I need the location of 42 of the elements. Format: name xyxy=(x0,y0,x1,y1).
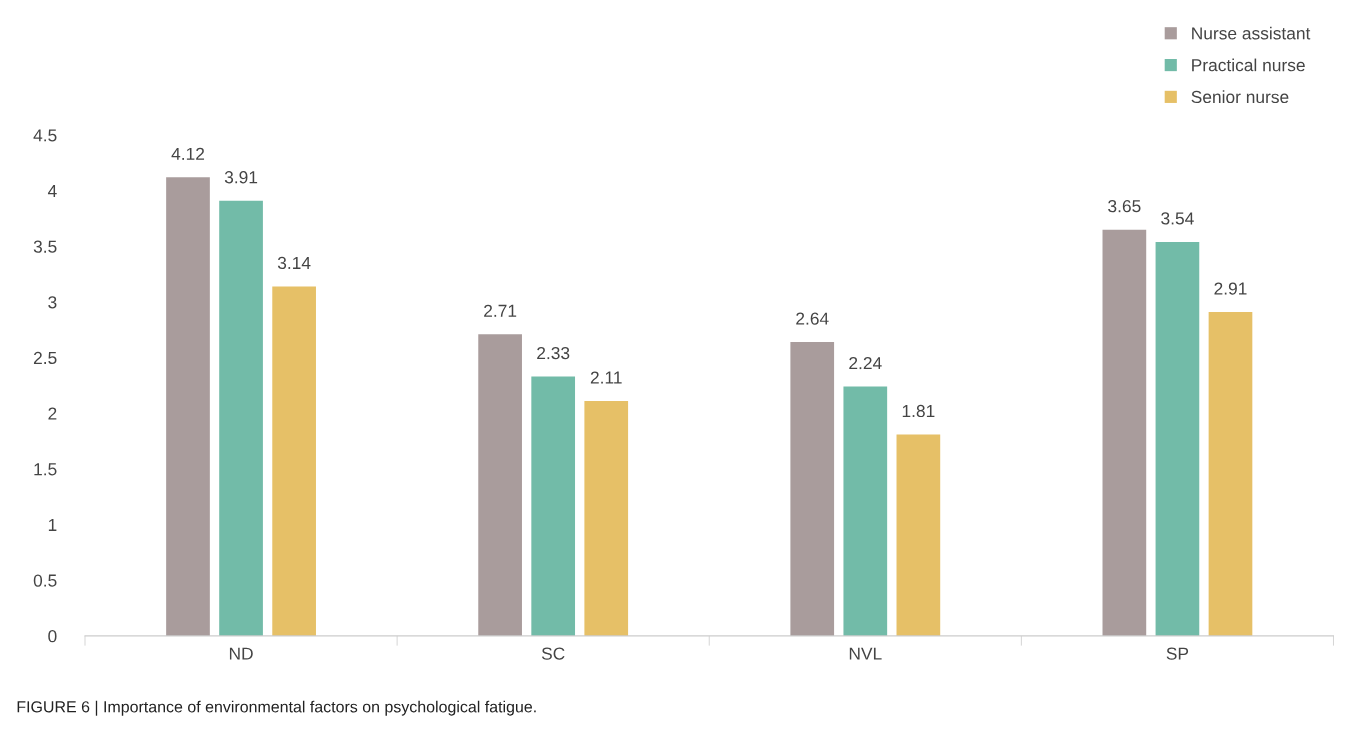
x-tick-label: SP xyxy=(1166,647,1189,660)
data-label: 2.24 xyxy=(849,356,882,370)
x-tick-label: ND xyxy=(229,647,253,660)
data-label: 2.91 xyxy=(1214,282,1247,295)
bar xyxy=(219,200,263,636)
bar xyxy=(584,401,629,636)
legend-label: Nurse assistant xyxy=(1192,26,1311,40)
bar xyxy=(478,334,522,636)
y-tick-label: 1.5 xyxy=(34,463,57,476)
y-tick-label: 2 xyxy=(48,407,57,420)
y-tick-label: 4 xyxy=(47,185,57,197)
bar xyxy=(531,376,576,636)
data-label: 4.12 xyxy=(171,147,205,160)
bar xyxy=(790,342,835,636)
data-label: 2.33 xyxy=(537,346,570,360)
data-label: 2.11 xyxy=(590,371,622,384)
legend-label: Practical nurse xyxy=(1192,58,1305,72)
bar xyxy=(166,177,210,636)
bar xyxy=(1155,241,1200,636)
bar xyxy=(1102,229,1147,636)
y-tick-label: 0.5 xyxy=(33,574,57,587)
y-tick-label: 0 xyxy=(48,630,57,643)
y-tick-label: 4.5 xyxy=(33,129,57,142)
data-label: 2.71 xyxy=(484,304,517,317)
y-tick-label: 3 xyxy=(48,296,57,309)
data-label: 3.54 xyxy=(1161,212,1194,225)
data-label: 3.65 xyxy=(1108,200,1141,213)
legend-label: Senior nurse xyxy=(1191,90,1289,104)
data-label: 1.81 xyxy=(902,404,935,418)
bar xyxy=(843,386,888,636)
caption: FIGURE 6 | Importance of environmental factors on psychological fatigue. xyxy=(17,700,536,716)
bar xyxy=(272,286,316,636)
y-tick-label: 3.5 xyxy=(33,240,57,253)
x-tick-label: NVL xyxy=(849,647,882,660)
data-label: 3.91 xyxy=(224,171,258,184)
y-tick-label: 2.5 xyxy=(33,351,57,365)
x-tick-label: SC xyxy=(541,647,565,660)
data-label: 3.14 xyxy=(277,256,311,270)
data-label: 2.64 xyxy=(796,312,829,325)
y-tick-label: 1 xyxy=(48,518,57,531)
bar xyxy=(896,434,941,636)
bar xyxy=(1208,312,1253,636)
